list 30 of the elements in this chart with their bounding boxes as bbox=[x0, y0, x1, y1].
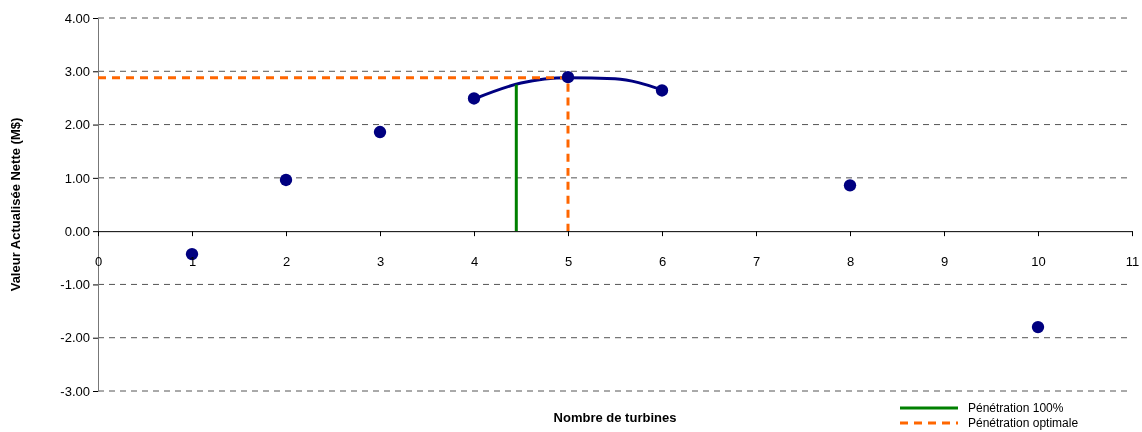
point bbox=[843, 179, 857, 192]
y-tick-label: 0.00 bbox=[64, 223, 90, 239]
y-axis-title: Valeur Actualisée Nette (M$) bbox=[8, 117, 23, 292]
y-tick-label: -1.00 bbox=[60, 277, 90, 293]
point bbox=[373, 125, 387, 139]
y-tick-label: 2.00 bbox=[64, 117, 90, 133]
x-axis-title: Nombre de turbines bbox=[553, 410, 677, 425]
y-tick-label: -2.00 bbox=[60, 330, 90, 346]
x-tick-label: 7 bbox=[752, 254, 761, 270]
x-tick-label: 10 bbox=[1031, 254, 1046, 270]
point bbox=[1031, 320, 1045, 334]
point bbox=[561, 70, 575, 84]
point bbox=[279, 173, 293, 187]
point bbox=[467, 92, 481, 105]
x-tick-label: 0 bbox=[94, 254, 103, 270]
x-tick-label: 8 bbox=[846, 254, 855, 270]
x-tick-label: 11 bbox=[1125, 254, 1140, 270]
x-tick-label: 3 bbox=[376, 254, 385, 270]
y-tick-label: 3.00 bbox=[64, 63, 90, 79]
x-tick-label: 4 bbox=[470, 254, 479, 270]
legend-label: Pénétration 100% bbox=[968, 401, 1064, 415]
point bbox=[655, 84, 669, 97]
y-tick-label: -3.00 bbox=[60, 383, 90, 399]
y-tick-label: 4.00 bbox=[64, 10, 90, 26]
x-tick-label: 9 bbox=[940, 254, 949, 270]
x-tick-label: 2 bbox=[282, 254, 291, 270]
legend-label: Pénétration optimale bbox=[968, 416, 1079, 430]
x-tick-label: 6 bbox=[658, 254, 667, 270]
x-tick-label: 5 bbox=[564, 254, 573, 270]
y-tick-label: 1.00 bbox=[64, 170, 90, 186]
